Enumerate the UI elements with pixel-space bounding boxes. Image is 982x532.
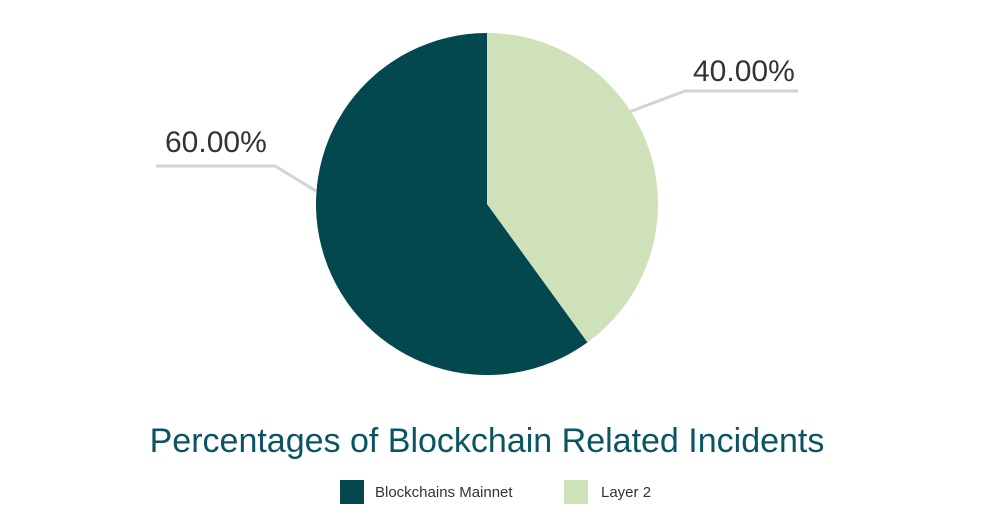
data-label-blockchains-mainnet: 60.00% <box>165 126 267 159</box>
leader-line-blockchains-mainnet <box>156 164 317 193</box>
legend-item-blockchains-mainnet: Blockchains Mainnet <box>340 480 513 504</box>
pie-slice-layer-2 <box>487 33 659 343</box>
data-label-layer-2: 40.00% <box>693 55 795 88</box>
legend-swatch-layer-2 <box>564 480 588 504</box>
legend-label-layer-2: Layer 2 <box>601 484 651 501</box>
data-labels: 60.00% 40.00% <box>165 55 795 159</box>
legend-label-blockchains-mainnet: Blockchains Mainnet <box>375 484 513 501</box>
legend: Blockchains Mainnet Layer 2 <box>340 480 651 504</box>
leader-lines <box>156 89 798 193</box>
pie-slices <box>316 33 659 375</box>
leader-line-layer-2 <box>628 89 798 114</box>
legend-swatch-blockchains-mainnet <box>340 480 364 504</box>
chart-title: Percentages of Blockchain Related Incide… <box>150 422 825 460</box>
pie-slice-blockchains-mainnet <box>316 33 588 375</box>
legend-item-layer-2: Layer 2 <box>564 480 651 504</box>
